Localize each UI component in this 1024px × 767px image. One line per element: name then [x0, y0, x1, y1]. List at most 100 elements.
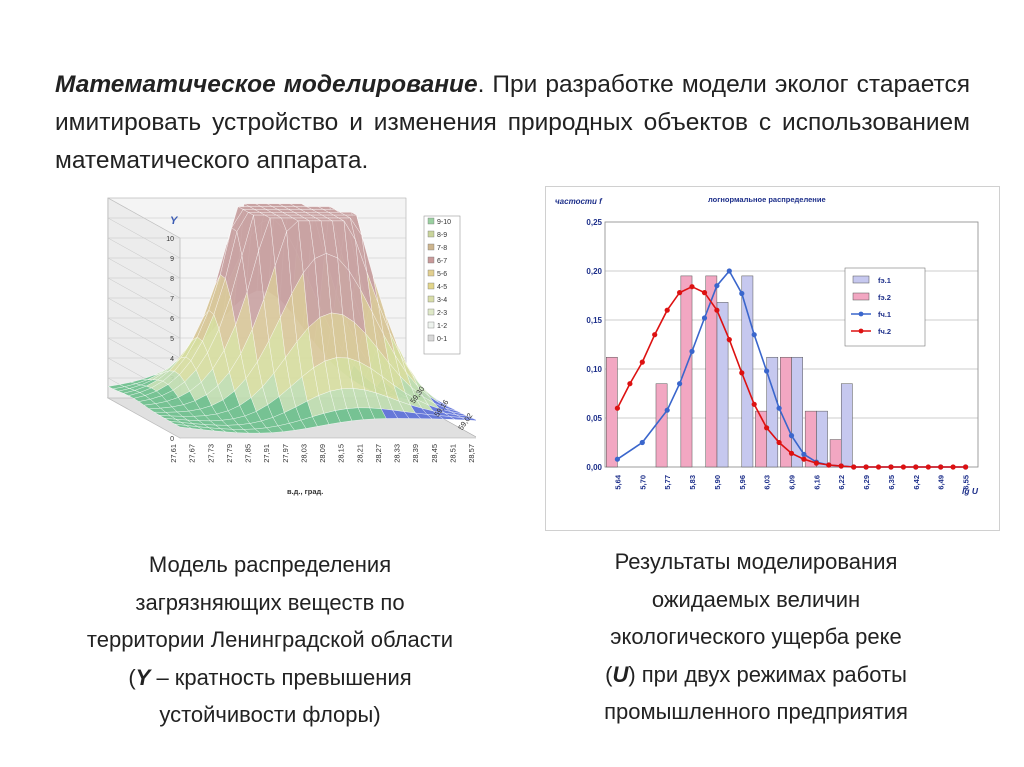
y-tick-label: 0,20 [586, 267, 602, 276]
x-tick-label: 28,45 [430, 444, 439, 463]
legend-swatch [427, 308, 435, 316]
legend-label: 0-1 [437, 336, 447, 343]
point-fч.2 [664, 307, 670, 313]
legend-swatch [427, 243, 435, 251]
x-tick-label: 27,73 [206, 444, 215, 463]
x-tick-label: 5,90 [713, 475, 722, 490]
x-tick-label: 27,97 [281, 444, 290, 463]
caption-left-line5: устойчивости флоры) [159, 702, 381, 727]
point-fч.2 [677, 290, 683, 296]
x-tick-label: 6,16 [812, 475, 821, 490]
caption-left-line4: (Y – кратность превышения [128, 664, 412, 690]
bar-fэ.2 [680, 275, 693, 468]
point-fч.2 [938, 464, 944, 470]
point-fч.2 [963, 464, 969, 470]
caption-right-var: U [612, 661, 629, 687]
legend-swatch [427, 295, 435, 303]
legend-label: fэ.1 [878, 276, 891, 285]
x-tick-label: 28,33 [393, 444, 402, 463]
legend-box [423, 215, 461, 355]
point-fч.1 [776, 405, 782, 411]
point-fч.2 [888, 464, 894, 470]
point-fч.2 [801, 456, 807, 462]
legend-swatch [427, 282, 435, 290]
point-fч.1 [614, 456, 620, 462]
x-tick-label: 6,49 [937, 475, 946, 490]
point-fч.1 [639, 439, 645, 446]
bar-fэ.1 [840, 383, 853, 468]
x-tick-label: 5,70 [638, 475, 647, 490]
point-fч.2 [739, 370, 745, 376]
point-fч.2 [652, 332, 658, 338]
x-tick-label: 28,09 [318, 444, 327, 463]
point-fч.2 [950, 464, 956, 470]
point-fч.2 [776, 439, 782, 446]
bar-fэ.2 [705, 275, 718, 468]
legend-label: fч.2 [878, 327, 891, 336]
x-tick-label: 28,03 [299, 444, 308, 463]
x-tick-label: 6,03 [763, 475, 772, 490]
x-tick-label: 28,15 [337, 444, 346, 463]
bar-fэ.2 [780, 356, 792, 468]
caption-right-line5: промышленного предприятия [604, 699, 908, 724]
point-fч.2 [627, 381, 633, 387]
x-tick-label: 5,77 [663, 475, 672, 490]
legend-swatch [427, 321, 435, 329]
point-fч.2 [863, 464, 869, 470]
surface-3d-chart: 012345678910Y27,6127,6727,7327,7927,8527… [106, 197, 476, 496]
legend-marker-fч.2 [858, 328, 864, 334]
caption-right: Результаты моделирования ожидаемых велич… [540, 543, 972, 731]
legend-swatch [427, 230, 435, 238]
y-gridline [107, 197, 406, 239]
point-fч.2 [851, 464, 857, 470]
point-fч.1 [764, 368, 770, 374]
point-fч.2 [826, 462, 832, 468]
point-fч.2 [900, 464, 906, 470]
legend-label: 6-7 [437, 258, 447, 265]
point-fч.2 [639, 359, 645, 365]
y-tick-label: 8 [170, 276, 174, 283]
legend-swatch-fэ.2 [852, 292, 870, 301]
caption-left-var: Y [135, 664, 151, 690]
x-tick-label: 27,91 [262, 444, 271, 463]
legend-label: 3-4 [437, 297, 447, 304]
x-tick-label: 28,57 [467, 444, 476, 463]
y-tick-label: 0,05 [586, 414, 602, 423]
bar-fэ.2 [755, 410, 767, 468]
caption-right-line3: экологического ущерба реке [610, 624, 902, 649]
y-tick-label: 10 [166, 236, 174, 243]
intro-paragraph: Математическое моделирование. При разраб… [55, 66, 970, 180]
legend-swatch [427, 256, 435, 264]
x-tick-label: 27,67 [188, 444, 197, 463]
point-fч.1 [726, 268, 732, 274]
caption-left-line4-rest: – кратность превышения [150, 664, 412, 690]
point-fч.2 [701, 290, 708, 296]
bar-fэ.2 [829, 439, 842, 468]
y-tick-label: 0,10 [586, 365, 602, 374]
x-tick-label: 28,39 [411, 444, 420, 463]
y-tick-label: 4 [170, 356, 174, 363]
point-fч.2 [764, 425, 770, 431]
x-tick-label: 6,22 [837, 475, 846, 490]
y-tick-label: 0,00 [586, 463, 602, 472]
legend-label: 7-8 [437, 245, 447, 252]
legend-label: 2-3 [437, 310, 447, 317]
legend-label: fч.1 [878, 310, 891, 319]
caption-left-line2: загрязняющих веществ по [135, 589, 405, 615]
point-fч.2 [788, 450, 795, 456]
caption-left: Модель распределения загрязняющих вещест… [20, 546, 520, 734]
y-tick-label: 6 [170, 316, 174, 323]
x-tick-label: 28,51 [448, 444, 457, 463]
point-fч.1 [739, 290, 745, 297]
point-fч.1 [664, 407, 670, 413]
point-fч.1 [701, 315, 708, 321]
point-fч.1 [677, 381, 683, 387]
x-tick-label: 27,79 [225, 444, 234, 463]
point-fч.2 [614, 405, 620, 411]
point-fч.1 [801, 451, 807, 457]
legend-swatch [427, 217, 435, 225]
legend-swatch-fэ.1 [852, 275, 870, 284]
y-tick-label: 0 [170, 436, 174, 443]
legend-label: 5-6 [437, 271, 447, 278]
caption-right-line1: Результаты моделирования [614, 549, 898, 574]
